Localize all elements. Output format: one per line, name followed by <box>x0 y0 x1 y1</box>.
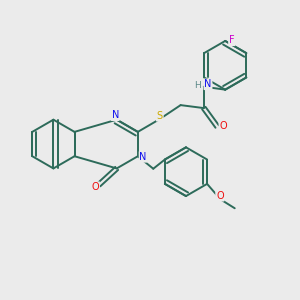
Text: N: N <box>140 152 147 162</box>
Text: O: O <box>92 182 99 192</box>
Text: F: F <box>229 35 235 45</box>
Text: N: N <box>204 79 212 89</box>
Text: N: N <box>112 110 119 120</box>
Text: S: S <box>157 111 163 121</box>
Text: H: H <box>194 81 201 90</box>
Text: O: O <box>216 191 224 201</box>
Text: O: O <box>219 121 227 131</box>
